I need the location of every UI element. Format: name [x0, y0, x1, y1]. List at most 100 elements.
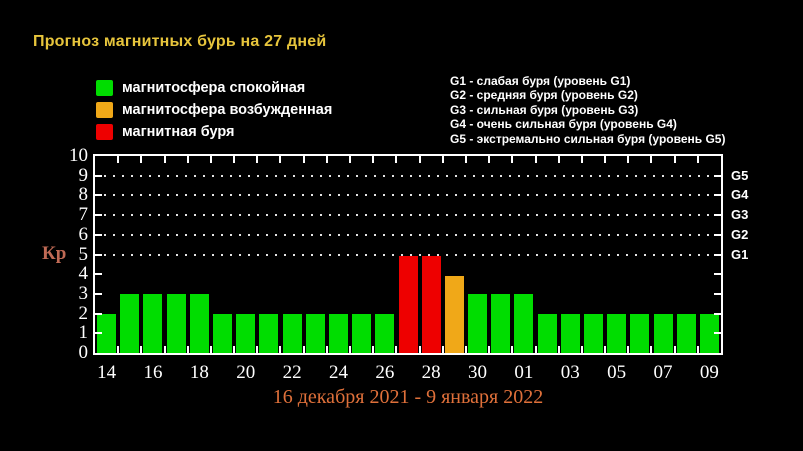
x-tick-top: [557, 156, 560, 163]
x-tick-top: [209, 156, 212, 163]
x-tick-top: [395, 156, 398, 163]
x-tick-bottom: [464, 346, 467, 353]
gridline-kp5: [95, 253, 721, 256]
y-tick-right: [714, 253, 721, 256]
bar-day-29: [444, 276, 464, 353]
x-tick-top: [140, 156, 143, 163]
y-tick-right: [714, 273, 721, 276]
legend-item-excited: магнитосфера возбужденная: [96, 99, 332, 121]
y-tick-left: [95, 194, 102, 197]
right-axis-label-g2: G2: [731, 226, 749, 242]
y-tick-right: [714, 233, 721, 236]
y-tick-right: [714, 194, 721, 197]
x-tick-top: [163, 156, 166, 163]
x-tick-bottom: [163, 346, 166, 353]
legend-label: магнитосфера спокойная: [122, 80, 306, 96]
y-tick-left: [95, 174, 102, 177]
y-tick-left: [95, 253, 102, 256]
right-axis-label-g4: G4: [731, 187, 749, 203]
x-tick-bottom: [673, 346, 676, 353]
date-range-caption: 16 декабря 2021 - 9 января 2022: [272, 386, 544, 408]
x-tick-top: [604, 156, 607, 163]
y-tick-label-5: 5: [78, 243, 89, 265]
bar-day-26: [375, 313, 395, 353]
x-tick-top: [673, 156, 676, 163]
page-title: Прогноз магнитных бурь на 27 дней: [33, 33, 327, 50]
y-tick-label-2: 2: [78, 302, 89, 324]
storm-level-g1: G1 - слабая буря (уровень G1): [450, 74, 631, 88]
gridline-kp8: [95, 194, 721, 197]
x-tick-label-26: 26: [375, 362, 395, 383]
legend-label: магнитосфера возбужденная: [122, 102, 333, 118]
x-tick-bottom: [372, 346, 375, 353]
x-tick-label-05: 05: [607, 362, 627, 383]
bar-day-20: [236, 313, 256, 353]
x-tick-bottom: [604, 346, 607, 353]
x-tick-bottom: [209, 346, 212, 353]
y-tick-left: [95, 292, 102, 295]
x-tick-bottom: [302, 346, 305, 353]
storm-color-swatch: [96, 124, 113, 140]
x-tick-top: [650, 156, 653, 163]
x-tick-bottom: [488, 346, 491, 353]
x-tick-bottom: [557, 346, 560, 353]
x-tick-top: [372, 156, 375, 163]
x-tick-top: [302, 156, 305, 163]
bar-day-31: [491, 293, 511, 353]
y-tick-left: [95, 312, 102, 315]
gridline-kp7: [95, 214, 721, 217]
x-tick-bottom: [279, 346, 282, 353]
x-tick-label-16: 16: [143, 362, 163, 383]
x-tick-top: [117, 156, 120, 163]
bar-day-09: [699, 313, 719, 353]
x-tick-top: [627, 156, 630, 163]
x-tick-top: [256, 156, 259, 163]
quiet-color-swatch: [96, 80, 113, 96]
x-tick-top: [325, 156, 328, 163]
gridline-kp6: [95, 233, 721, 236]
x-tick-bottom: [650, 346, 653, 353]
legend-item-storm: магнитная буря: [96, 121, 332, 143]
x-tick-top: [511, 156, 514, 163]
x-tick-bottom: [534, 346, 537, 353]
x-tick-bottom: [696, 346, 699, 353]
right-axis-label-g1: G1: [731, 246, 749, 262]
bar-day-15: [120, 293, 140, 353]
bar-day-14: [97, 313, 117, 353]
x-tick-bottom: [140, 346, 143, 353]
x-tick-top: [349, 156, 352, 163]
gridline-kp9: [95, 174, 721, 177]
y-tick-right: [714, 174, 721, 177]
x-tick-label-18: 18: [189, 362, 209, 383]
x-tick-label-03: 03: [560, 362, 580, 383]
storm-level-g2: G2 - средняя буря (уровень G2): [450, 88, 638, 103]
bar-day-22: [282, 313, 302, 353]
y-tick-label-8: 8: [78, 184, 89, 206]
x-tick-bottom: [627, 346, 630, 353]
bar-day-25: [352, 313, 372, 353]
y-tick-right: [714, 312, 721, 315]
bar-day-24: [328, 313, 348, 353]
x-tick-top: [696, 156, 699, 163]
y-tick-left: [95, 332, 102, 335]
x-tick-bottom: [441, 346, 444, 353]
y-tick-label-9: 9: [78, 164, 89, 186]
y-tick-label-6: 6: [78, 223, 89, 245]
y-tick-label-3: 3: [78, 282, 89, 304]
bar-day-23: [305, 313, 325, 353]
x-tick-top: [279, 156, 282, 163]
bar-day-04: [583, 313, 603, 353]
x-tick-bottom: [256, 346, 259, 353]
x-tick-top: [233, 156, 236, 163]
x-tick-top: [580, 156, 583, 163]
x-tick-bottom: [511, 346, 514, 353]
bar-day-30: [468, 293, 488, 353]
storm-level-g3: G3 - сильная буря (уровень G3): [450, 102, 639, 117]
bar-day-19: [213, 313, 233, 353]
bar-day-21: [259, 313, 279, 353]
excited-color-swatch: [96, 102, 113, 118]
legend-item-quiet: магнитосфера спокойная: [96, 77, 332, 99]
right-axis-label-g5: G5: [731, 167, 749, 183]
bar-day-03: [560, 313, 580, 353]
